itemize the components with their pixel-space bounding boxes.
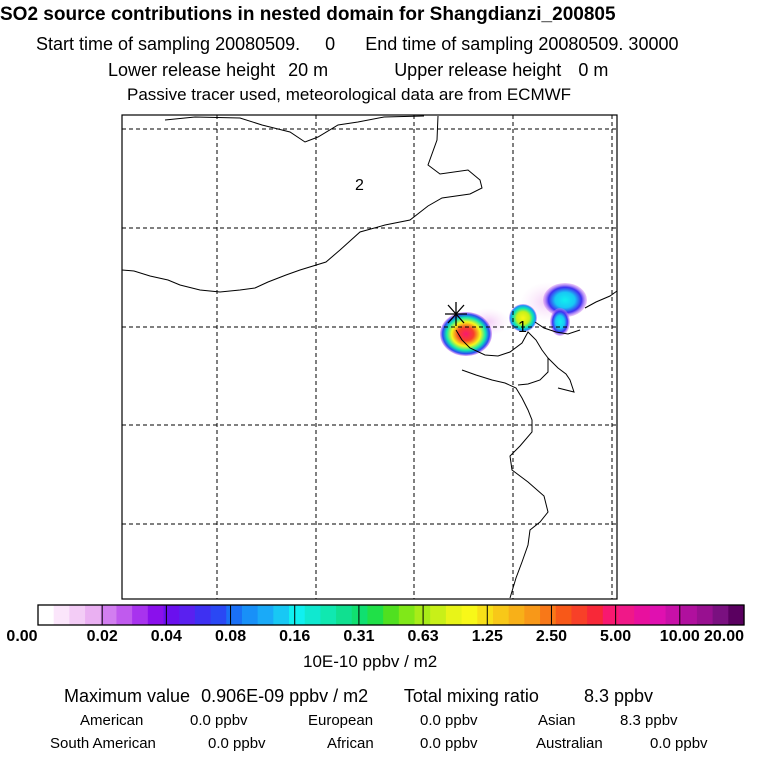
colorbar-cell [320,605,337,625]
colorbar-cell [445,605,463,625]
colorbar-cell [681,605,698,625]
colorbar-cell [336,605,353,625]
colorbar-cell [194,605,212,625]
lower-release-label: Lower release height [108,60,276,80]
sampling-times: Start time of sampling 20080509. 0 End t… [36,34,679,55]
max-value-label: Maximum value [64,686,191,706]
colorbar-tick-label: 10.00 [659,628,700,645]
region-label-1: 1 [518,319,527,336]
chart-title: SO2 source contributions in nested domai… [0,4,616,25]
colorbar-cell [367,605,384,625]
colorbar-cell [132,605,149,625]
region-value-australian: 0.0 ppbv [650,735,708,752]
colorbar-cell [38,605,55,625]
region-name-european: European [308,712,374,729]
concentration-field [440,282,587,356]
colorbar-cell [116,605,133,625]
region-name-south-american: South American [50,735,156,752]
region-value-european: 0.0 ppbv [420,712,478,729]
start-time-label: Start time of sampling [36,34,211,54]
colorbar-tick-label: 0.04 [150,628,182,645]
region-name-asian: Asian [538,712,576,729]
region-value-asian: 8.3 ppbv [620,712,678,729]
colorbar-tick-label: 0.08 [214,628,247,645]
colorbar-tick-label: 0.00 [6,628,38,645]
summary-row: Maximum value 0.906E-09 ppbv / m2 Total … [64,686,653,707]
region-value-american: 0.0 ppbv [190,712,248,729]
colorbar-cell [289,605,306,625]
region-value-african: 0.0 ppbv [420,735,478,752]
colorbar-cell [477,605,494,625]
region-label-2: 2 [355,177,364,194]
colorbar-cell [649,605,667,625]
colorbar-cell [100,605,118,625]
colorbar-cell [304,605,321,625]
colorbar-cell [540,605,557,625]
colorbar-cell [696,605,714,625]
colorbar-cell [508,605,525,625]
colorbar-cell [571,605,588,625]
colorbar-cell [587,605,604,625]
colorbar-ticks [101,605,681,625]
colorbar-cell [69,605,86,625]
colorbar-cell [555,605,573,625]
upper-release-label: Upper release height [394,60,562,80]
colorbar-cell [492,605,510,625]
colorbar-tick-label: 0.16 [279,628,311,645]
colorbar-cell [398,605,416,625]
colorbar-cell [430,605,447,625]
colorbar-cell [53,605,70,625]
region-name-australian: Australian [536,735,603,752]
colorbar-cell [712,605,729,625]
colorbar-cell [179,605,196,625]
upper-release-value: 0 m [578,60,609,80]
station-star-icon [445,302,467,326]
end-time-value: 20080509. 30000 [538,34,679,54]
colorbar-cell [163,605,180,625]
release-heights: Lower release height 20 m Upper release … [108,60,608,81]
colorbar-cell [461,605,478,625]
colorbar-cell [147,605,165,625]
region-name-african: African [327,735,374,752]
colorbar-cell [665,605,682,625]
colorbar-tick-label: 5.00 [600,628,632,645]
lat-lon-grid [122,115,617,599]
start-time-value: 20080509. 0 [215,34,336,54]
colorbar-frame [37,604,745,626]
colorbar-tick-label: 0.63 [407,628,439,645]
colorbar-cell [241,605,259,625]
total-mixing-label: Total mixing ratio [403,686,539,706]
colorbar-tick-label: 2.50 [535,628,568,645]
region-value-south-american: 0.0 ppbv [208,735,266,752]
colorbar-tick-label: 20.00 [703,628,745,645]
colorbar-cell [210,605,227,625]
lower-release-value: 20 m [288,60,329,80]
colorbar-cell [226,605,243,625]
colorbar-cell [257,605,274,625]
colorbar-tick-label: 1.25 [471,628,503,645]
colorbar-tick-label: 0.31 [343,628,375,645]
colorbar-cell [728,605,745,625]
colorbar-cell [85,605,102,625]
colorbar-cell [634,605,651,625]
max-value: 0.906E-09 ppbv / m2 [201,686,369,706]
colorbar-cell [383,605,400,625]
colorbar-cell [351,605,369,625]
coastlines-borders [121,115,618,599]
colorbar-cell [273,605,290,625]
map-frame [121,114,618,600]
end-time-label: End time of sampling [365,34,534,54]
colorbar-cell [602,605,620,625]
colorbar-cells [38,605,745,625]
colorbar-tick-label: 0.02 [86,628,118,645]
colorbar-cell [618,605,635,625]
colorbar-cell [524,605,541,625]
region-name-american: American [80,712,144,729]
total-mixing-value: 8.3 ppbv [583,686,654,706]
tracer-note: Passive tracer used, meteorological data… [127,85,572,104]
colorbar-units: 10E-10 ppbv / m2 [303,652,438,671]
